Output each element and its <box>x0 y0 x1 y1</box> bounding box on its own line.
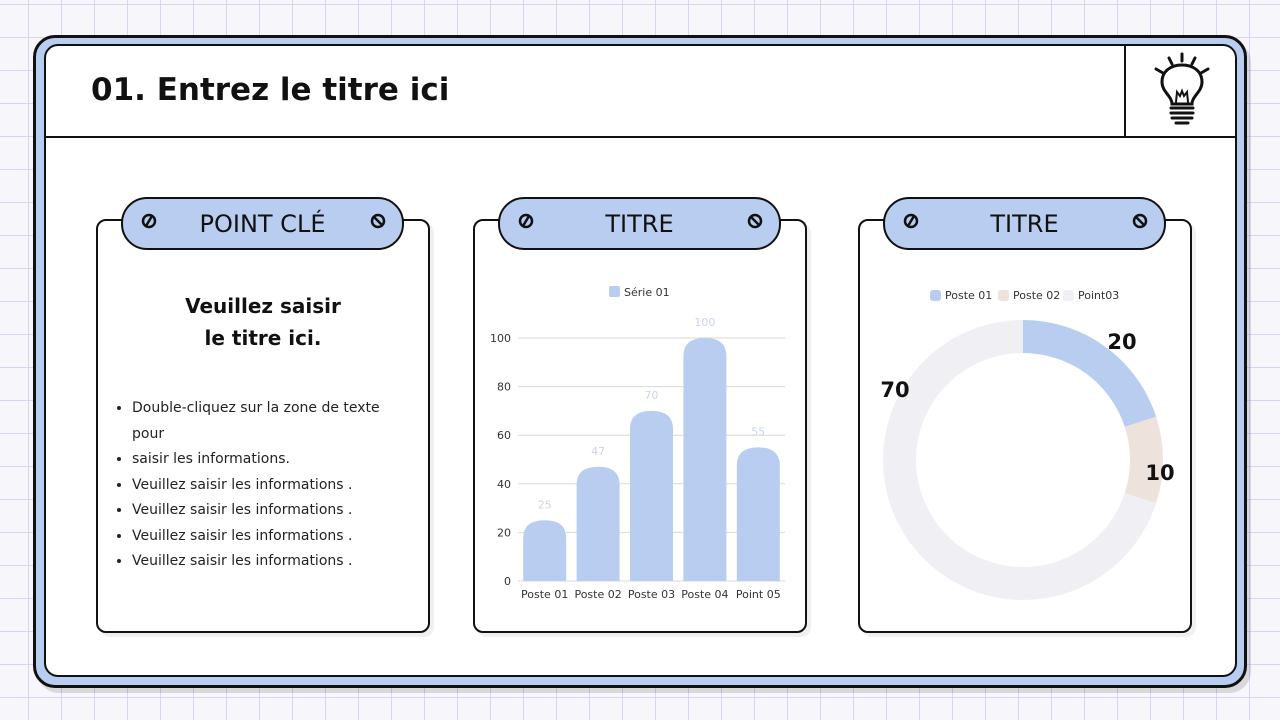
card-tab-label: TITRE <box>605 209 674 238</box>
data-label: 47 <box>591 445 605 458</box>
data-label: 25 <box>538 498 552 511</box>
data-label: 55 <box>751 425 765 438</box>
legend-swatch <box>998 290 1009 301</box>
y-tick-label: 100 <box>490 332 511 345</box>
x-tick-label: Poste 03 <box>628 588 675 601</box>
page-title: 01. Entrez le titre ici <box>91 72 450 108</box>
header-divider <box>45 136 1235 138</box>
card-subtitle: Veuillez saisir le titre ici. <box>96 290 430 354</box>
card-tab-bar-chart: TITRE <box>498 197 781 250</box>
legend-swatch <box>609 286 620 297</box>
screw-icon <box>370 213 386 229</box>
data-label: 20 <box>1107 330 1136 354</box>
y-tick-label: 60 <box>497 429 511 442</box>
bullet-item: Veuillez saisir les informations . <box>132 524 402 550</box>
x-tick-label: Poste 01 <box>521 588 568 601</box>
x-tick-label: Poste 02 <box>574 588 621 601</box>
bullet-item: Veuillez saisir les informations . <box>132 473 402 499</box>
bullet-item: Veuillez saisir les informations . <box>132 549 402 575</box>
screw-icon <box>518 213 534 229</box>
y-tick-label: 20 <box>497 526 511 539</box>
data-label: 70 <box>880 378 909 402</box>
donut-slice <box>1124 416 1163 504</box>
legend-label: Poste 02 <box>1013 289 1060 302</box>
legend-label: Série 01 <box>624 286 670 299</box>
legend-swatch <box>1063 290 1074 301</box>
header-icon-divider <box>1124 45 1126 137</box>
key-point-card <box>96 219 430 633</box>
bar <box>576 466 620 581</box>
donut-slice <box>1023 320 1157 427</box>
data-label: 70 <box>645 389 659 402</box>
screw-icon <box>141 213 157 229</box>
bullet-item: Veuillez saisir les informations . <box>132 498 402 524</box>
data-label: 10 <box>1145 461 1174 485</box>
bar <box>683 338 727 581</box>
y-tick-label: 40 <box>497 478 511 491</box>
screw-icon <box>903 213 919 229</box>
card-tab-donut-chart: TITRE <box>883 197 1166 250</box>
bar <box>736 447 780 581</box>
lightbulb-icon <box>1154 52 1210 125</box>
card-tab-label: TITRE <box>990 209 1059 238</box>
subtitle-line: Veuillez saisir <box>185 294 341 318</box>
bullet-list: Double-cliquez sur la zone de texte pour… <box>114 396 402 575</box>
subtitle-line: le titre ici. <box>204 326 322 350</box>
x-tick-label: Point 05 <box>736 588 781 601</box>
bar <box>523 520 567 581</box>
x-tick-label: Poste 04 <box>681 588 728 601</box>
screw-icon <box>747 213 763 229</box>
screw-icon <box>1132 213 1148 229</box>
y-tick-label: 0 <box>504 575 511 588</box>
card-tab-label: POINT CLÉ <box>199 209 326 238</box>
legend-label: Point03 <box>1078 289 1119 302</box>
bullet-item: Double-cliquez sur la zone de texte pour <box>132 396 402 447</box>
bullet-item: saisir les informations. <box>132 447 402 473</box>
legend-swatch <box>930 290 941 301</box>
y-tick-label: 80 <box>497 381 511 394</box>
legend-label: Poste 01 <box>945 289 992 302</box>
card-tab-key-point: POINT CLÉ <box>121 197 404 250</box>
bar <box>630 410 673 581</box>
data-label: 100 <box>694 316 715 329</box>
